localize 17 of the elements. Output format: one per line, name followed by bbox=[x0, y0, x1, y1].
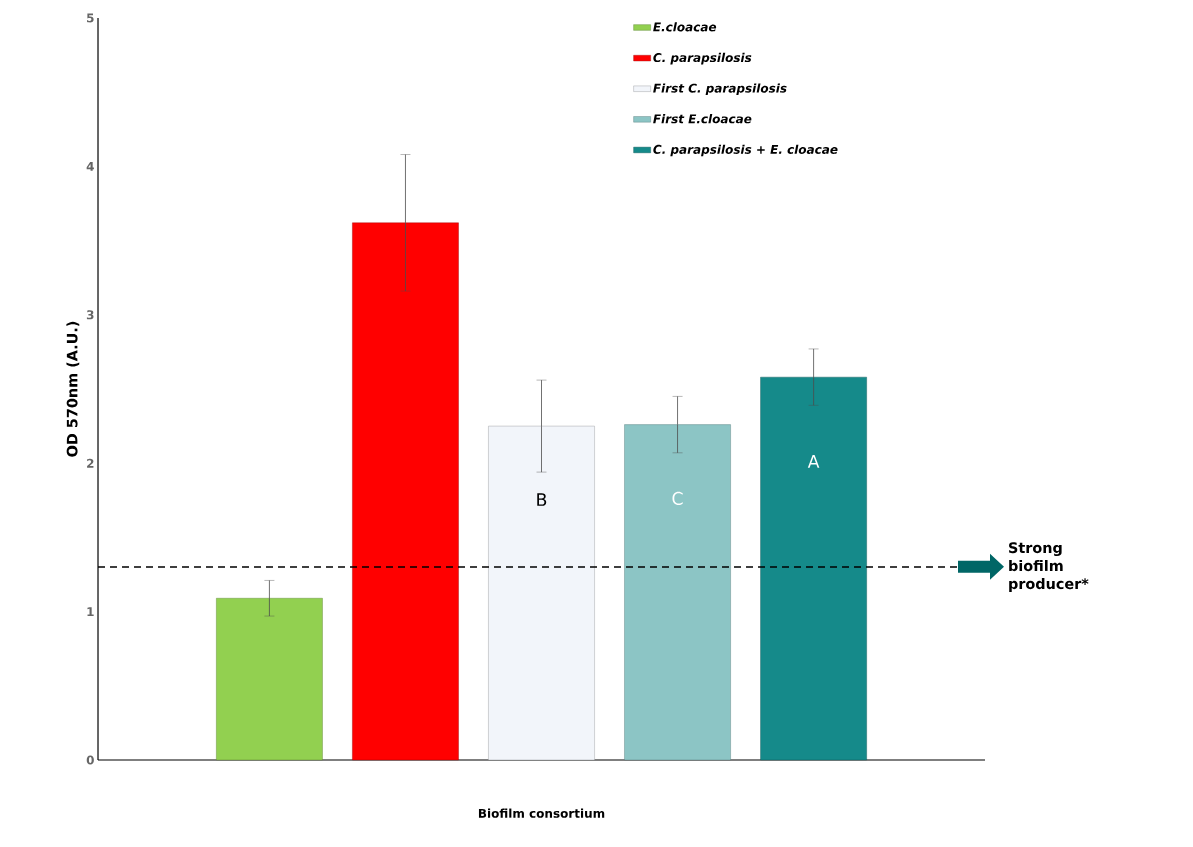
ref-line-label: Strong biofilm producer* bbox=[1009, 542, 1089, 592]
legend-label: E.cloacae bbox=[653, 22, 717, 32]
y-tick-label: 2 bbox=[87, 458, 94, 468]
legend-label: C. parapsilosis + E. cloacae bbox=[653, 144, 838, 157]
x-axis-title: Biofilm consortium bbox=[478, 808, 605, 818]
legend-label: C. parapsilosis bbox=[653, 52, 752, 65]
y-tick-label: 1 bbox=[87, 607, 94, 616]
y-tick-label: 5 bbox=[87, 13, 94, 23]
data-label: B bbox=[537, 493, 547, 506]
legend-label: First C. parapsilosis bbox=[653, 83, 787, 96]
y-axis-title: OD 570nm (A.U.) bbox=[66, 321, 80, 457]
legend-label: First E.cloacae bbox=[653, 114, 752, 124]
y-tick-label: 0 bbox=[86, 755, 94, 765]
y-tick-label: 4 bbox=[86, 162, 94, 171]
data-label: C bbox=[672, 491, 683, 505]
y-tick-label: 3 bbox=[86, 310, 94, 320]
data-label: A bbox=[807, 455, 820, 468]
